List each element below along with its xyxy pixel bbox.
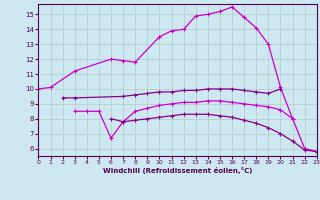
X-axis label: Windchill (Refroidissement éolien,°C): Windchill (Refroidissement éolien,°C) bbox=[103, 167, 252, 174]
